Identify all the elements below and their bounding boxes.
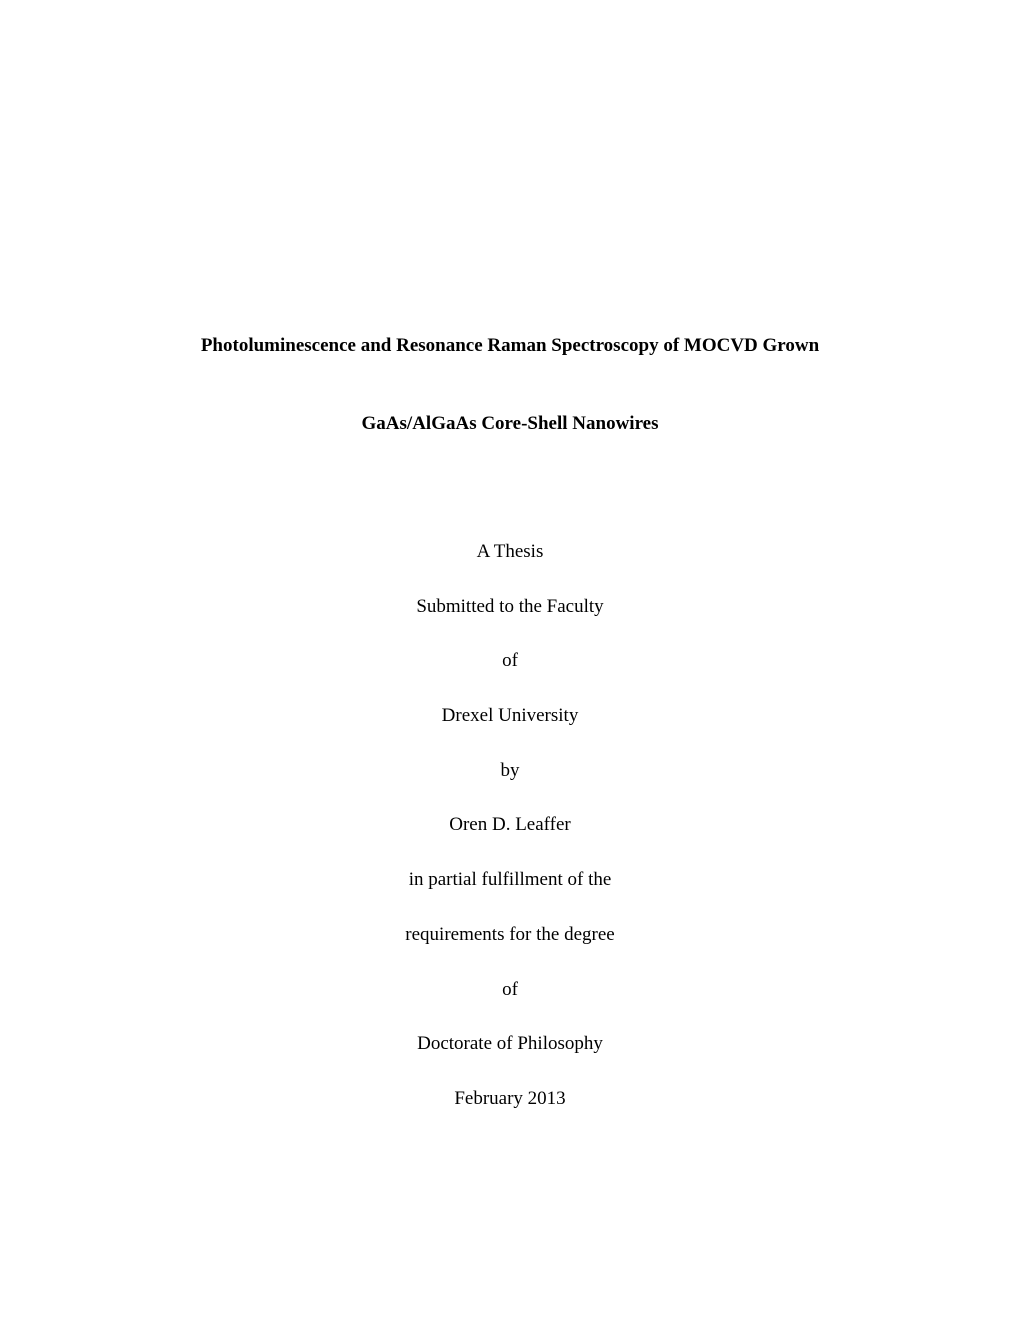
date-line: February 2013 [100, 1087, 920, 1112]
title-line-1: Photoluminescence and Resonance Raman Sp… [100, 335, 920, 357]
of-line-2: of [100, 978, 920, 1003]
author-line: Oren D. Leaffer [100, 813, 920, 838]
title-line-2: GaAs/AlGaAs Core-Shell Nanowires [100, 413, 920, 435]
thesis-title-page: Photoluminescence and Resonance Raman Sp… [0, 0, 1020, 1320]
submitted-line: Submitted to the Faculty [100, 595, 920, 620]
partial-fulfillment-line: in partial fulfillment of the [100, 868, 920, 893]
title-block: Photoluminescence and Resonance Raman Sp… [100, 335, 920, 435]
requirements-line: requirements for the degree [100, 923, 920, 948]
body-block: A Thesis Submitted to the Faculty of Dre… [100, 540, 920, 1112]
of-line-1: of [100, 649, 920, 674]
thesis-label: A Thesis [100, 540, 920, 565]
degree-line: Doctorate of Philosophy [100, 1032, 920, 1057]
by-line: by [100, 759, 920, 784]
university-line: Drexel University [100, 704, 920, 729]
